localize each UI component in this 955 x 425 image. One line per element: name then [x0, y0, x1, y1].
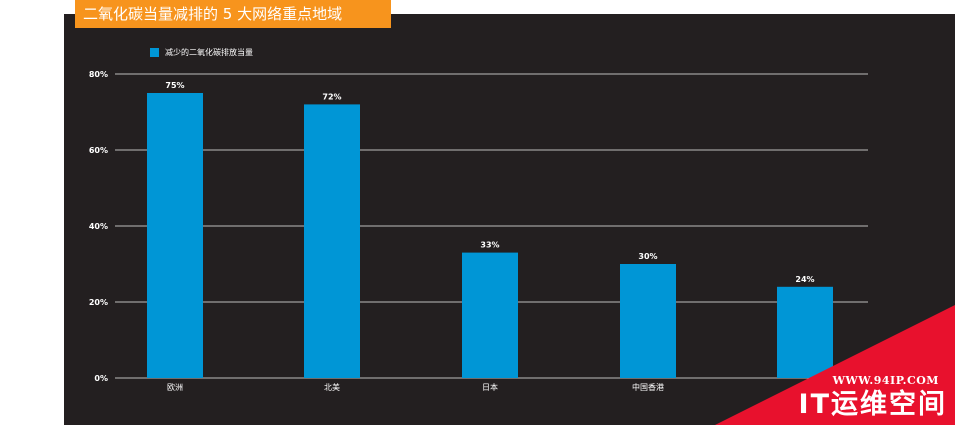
bar — [777, 286, 833, 378]
data-label: 24% — [795, 275, 814, 284]
y-tick-label: 40% — [89, 222, 108, 231]
y-tick-label: 0% — [94, 374, 108, 383]
data-label: 75% — [165, 81, 184, 90]
bar — [147, 93, 203, 378]
bar — [620, 264, 676, 378]
y-tick-label: 60% — [89, 146, 108, 155]
legend-label: 减少的二氧化碳排放当量 — [165, 48, 253, 57]
x-tick-label: 日本 — [482, 382, 498, 392]
x-tick-label: 北美 — [324, 382, 340, 392]
data-label: 33% — [480, 241, 499, 250]
x-tick-label: 中国香港 — [632, 382, 664, 392]
chart-title: 二氧化碳当量减排的 5 大网络重点地域 — [75, 0, 391, 28]
x-tick-label: 欧洲 — [167, 382, 183, 392]
watermark-name: IT运维空间 — [798, 389, 947, 420]
data-label: 30% — [638, 252, 657, 261]
chart-legend: 减少的二氧化碳排放当量 — [150, 47, 253, 58]
y-tick-label: 20% — [89, 298, 108, 307]
bar — [304, 104, 360, 379]
data-label: 72% — [322, 92, 341, 101]
y-tick-label: 80% — [89, 70, 108, 79]
legend-swatch — [150, 48, 159, 57]
bar — [462, 252, 518, 378]
